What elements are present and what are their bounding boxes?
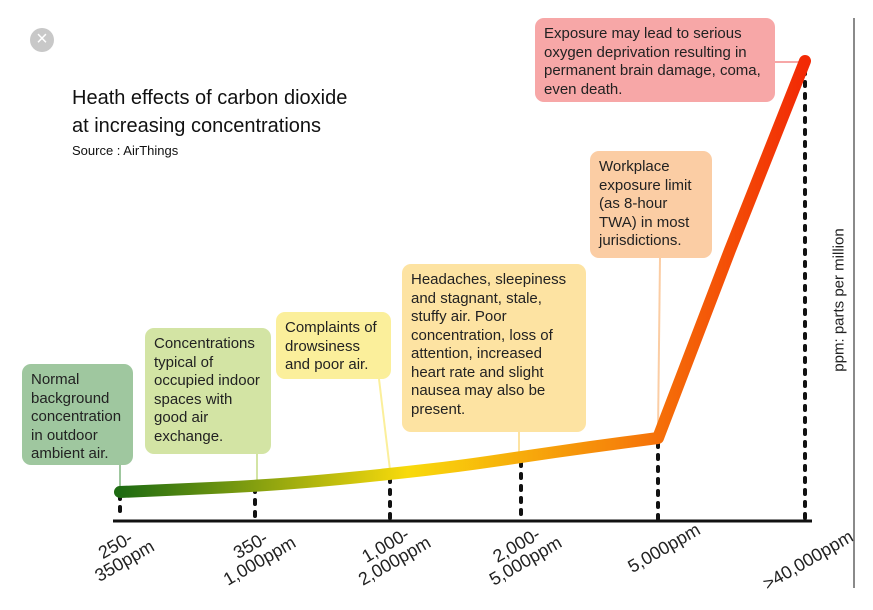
source-label: Source : AirThings: [72, 143, 179, 158]
leader-workplace-limit: [657, 257, 661, 433]
callout-indoor-spaces: Concentrations typical of occupied indoo…: [145, 328, 271, 454]
chart-title-line-1: Heath effects of carbon dioxide: [72, 87, 348, 109]
callout-serious-exposure: Exposure may lead to serious oxygen depr…: [535, 18, 775, 102]
close-icon[interactable]: ×: [30, 28, 54, 52]
callout-workplace-limit: Workplace exposure limit (as 8-hour TWA)…: [590, 151, 712, 258]
right-border-line: [853, 18, 855, 588]
callout-headaches: Headaches, sleepiness and stagnant, stal…: [402, 264, 586, 432]
co2-risk-curve: [114, 55, 811, 498]
callout-drowsiness: Complaints of drowsiness and poor air.: [276, 312, 391, 379]
chart-title-line-2: at increasing concentrations: [72, 115, 322, 137]
leader-drowsiness: [378, 378, 391, 471]
unit-label-text: ppm: parts per million: [830, 228, 848, 372]
title-block: Heath effects of carbon dioxide at incre…: [72, 84, 347, 158]
callout-normal-background: Normal background concentration in outdo…: [22, 364, 133, 465]
